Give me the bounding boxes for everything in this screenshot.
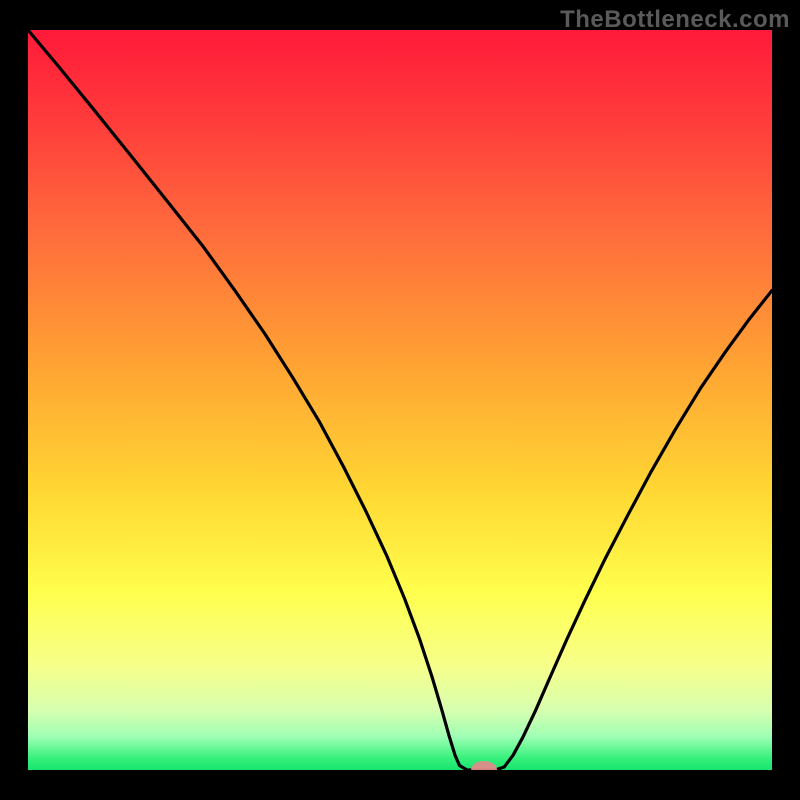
watermark-text: TheBottleneck.com [560,6,790,34]
chart-frame: TheBottleneck.com [0,0,800,800]
optimum-marker [471,761,497,779]
gradient-background [28,30,772,770]
bottleneck-chart [0,0,800,800]
